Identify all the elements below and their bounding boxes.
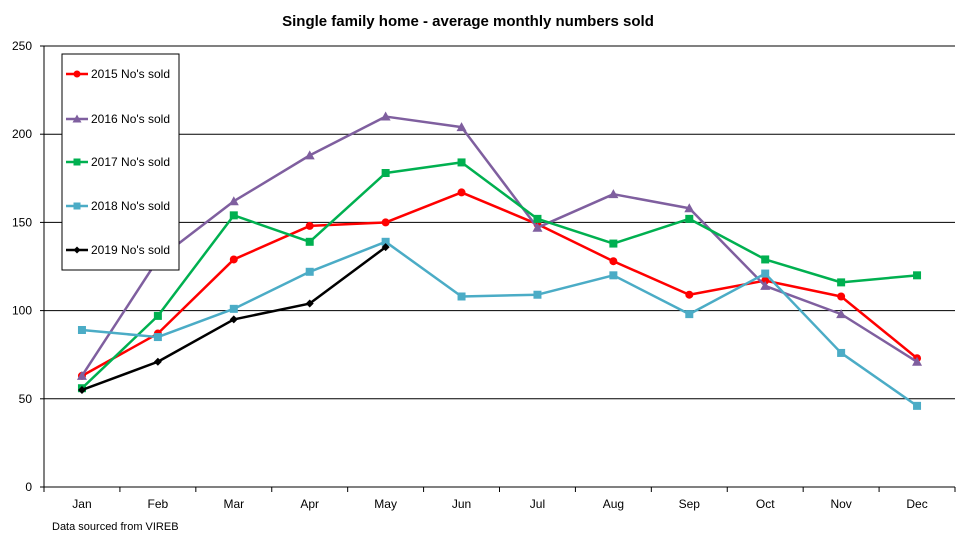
data-point <box>609 257 618 266</box>
data-point <box>685 290 694 299</box>
data-point <box>685 310 694 319</box>
data-point <box>837 348 846 357</box>
series <box>77 237 922 410</box>
data-point <box>533 214 542 223</box>
y-tick-label: 250 <box>12 39 32 53</box>
data-point <box>533 290 542 299</box>
data-point <box>457 292 466 301</box>
data-point <box>685 214 694 223</box>
data-point <box>153 333 162 342</box>
series <box>77 243 390 394</box>
y-tick-label: 200 <box>12 127 32 141</box>
legend-label: 2018 No's sold <box>91 199 170 213</box>
legend-label: 2017 No's sold <box>91 155 170 169</box>
data-point <box>837 278 846 287</box>
data-point <box>380 111 391 121</box>
data-point <box>913 401 922 410</box>
data-point <box>228 196 239 206</box>
x-tick-label: Mar <box>223 497 244 511</box>
legend-item: 2016 No's sold <box>66 112 170 126</box>
data-point <box>73 202 81 210</box>
data-point <box>761 269 770 278</box>
data-point <box>229 315 238 324</box>
data-point <box>457 158 466 167</box>
x-tick-label: Jan <box>72 497 91 511</box>
series <box>76 111 923 380</box>
data-point <box>73 246 81 254</box>
legend: 2015 No's sold 2016 No's sold 2017 No's so… <box>61 53 180 271</box>
source-note: Data sourced from VIREB <box>52 521 179 533</box>
data-point <box>456 122 467 132</box>
data-point <box>913 271 922 280</box>
data-point <box>153 357 162 366</box>
data-point <box>305 221 314 230</box>
legend-label: 2015 No's sold <box>91 67 170 81</box>
chart-title: Single family home - average monthly num… <box>282 13 654 30</box>
x-tick-label: Sep <box>679 497 701 511</box>
series-line <box>81 240 918 407</box>
x-tick-label: Dec <box>906 497 927 511</box>
legend-item: 2018 No's sold <box>66 199 170 213</box>
data-point <box>836 309 847 319</box>
data-point <box>760 280 771 290</box>
data-point <box>912 356 923 366</box>
data-point <box>229 304 238 313</box>
data-point <box>77 385 86 394</box>
x-tick-label: May <box>374 497 397 511</box>
data-point <box>305 267 314 276</box>
legend-item: 2017 No's sold <box>66 155 170 169</box>
data-point <box>532 222 543 232</box>
series-lines <box>76 111 923 410</box>
y-tick-label: 100 <box>12 304 32 318</box>
data-point <box>761 255 770 264</box>
y-tick-label: 150 <box>12 215 32 229</box>
axes: 0 50 100 150 200 250 Jan Feb Mar Apr May Jun Jul Aug S… <box>12 39 956 511</box>
x-tick-label: Jul <box>530 497 545 511</box>
data-point <box>229 211 238 220</box>
data-point <box>608 189 619 199</box>
data-point <box>381 243 390 252</box>
data-point <box>381 237 390 246</box>
data-point <box>609 239 618 248</box>
data-point <box>837 292 846 301</box>
data-point <box>77 326 86 335</box>
data-point <box>305 237 314 246</box>
data-point <box>684 203 695 213</box>
legend-item: 2015 No's sold <box>66 67 170 81</box>
data-point <box>305 299 314 308</box>
legend-label: 2019 No's sold <box>91 243 170 257</box>
x-tick-label: Feb <box>148 497 169 511</box>
y-tick-label: 0 <box>25 480 32 494</box>
data-point <box>153 311 162 320</box>
data-point <box>381 169 390 178</box>
data-point <box>457 188 466 197</box>
series-line <box>81 161 918 390</box>
data-point <box>609 271 618 280</box>
x-tick-label: Nov <box>830 497 851 511</box>
x-tick-label: Jun <box>452 497 471 511</box>
data-point <box>229 255 238 264</box>
x-tick-label: Aug <box>603 497 624 511</box>
data-point <box>73 70 81 78</box>
data-point <box>304 150 315 160</box>
x-tick-label: Oct <box>756 497 775 511</box>
data-point <box>381 218 390 227</box>
series-line <box>81 191 918 377</box>
y-tick-label: 50 <box>19 392 33 406</box>
legend-item: 2019 No's sold <box>66 243 170 257</box>
data-point <box>76 370 87 380</box>
legend-label: 2016 No's sold <box>91 112 170 126</box>
x-tick-label: Apr <box>300 497 319 511</box>
data-point <box>73 158 81 166</box>
gridlines <box>44 45 955 400</box>
data-point <box>72 114 82 123</box>
series-line <box>80 115 918 377</box>
